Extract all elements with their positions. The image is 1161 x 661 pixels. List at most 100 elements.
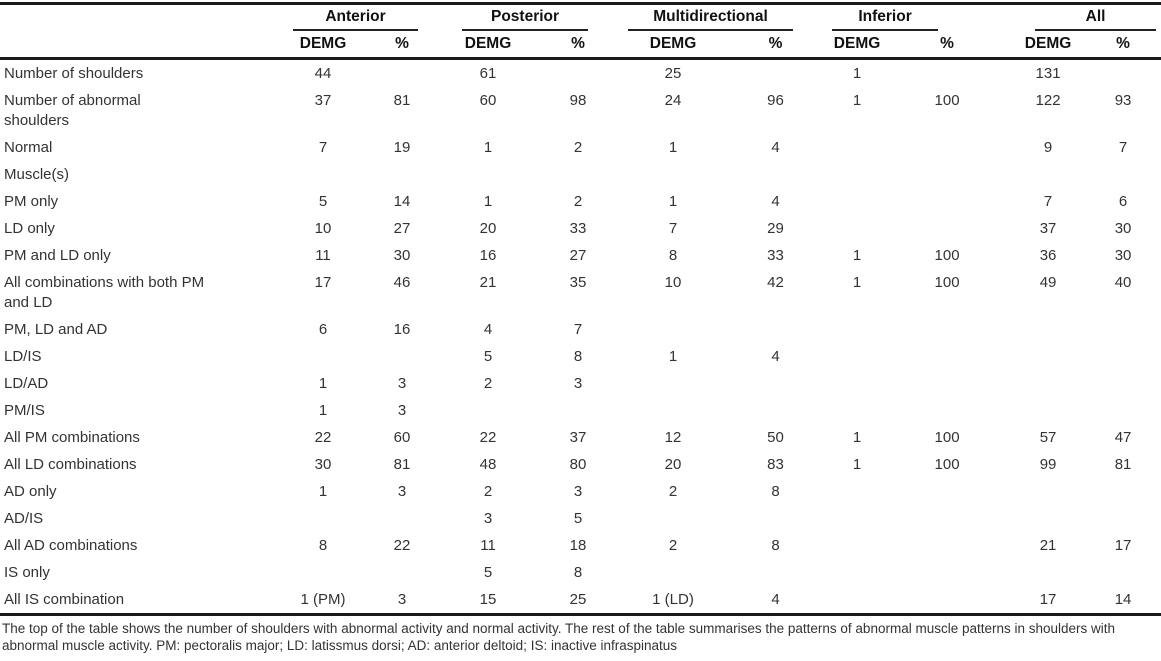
cell-value <box>530 397 626 424</box>
cell-value <box>530 59 626 88</box>
cell-value: 1 <box>852 456 862 473</box>
cell-value <box>883 215 1011 242</box>
cell-value: 49 <box>1039 274 1057 291</box>
cell-value <box>1085 505 1161 532</box>
cell-value: 27 <box>569 247 587 264</box>
col-header-inferior-demg: DEMG <box>831 31 884 60</box>
cell-value: 83 <box>767 456 784 473</box>
cell-value: 5 <box>483 348 493 365</box>
cell-value <box>1011 370 1085 397</box>
cell-value: 8 <box>573 564 583 581</box>
cell-value: 2 <box>668 537 678 554</box>
cell-value: 81 <box>393 456 411 473</box>
column-group-inferior: Inferior <box>832 5 939 31</box>
cell-value: 2 <box>573 193 583 210</box>
cell-value <box>1011 161 1085 188</box>
row-label: Normal <box>4 139 53 156</box>
cell-value: 1 <box>483 139 493 156</box>
cell-value <box>1011 316 1085 343</box>
cell-value: 1 (PM) <box>300 591 346 608</box>
cell-value: 14 <box>1114 591 1132 608</box>
cell-value: 100 <box>934 456 960 473</box>
cell-value: 11 <box>480 537 496 554</box>
row-label: Number of abnormal shoulders <box>4 92 141 129</box>
cell-value: 48 <box>479 456 497 473</box>
cell-value: 96 <box>767 92 784 109</box>
row-label: PM only <box>4 193 59 210</box>
row-label: All LD combinations <box>4 456 137 473</box>
table-row: PM and LD only 11 30 16 27 8 33 1 100 36 30 <box>0 242 1161 269</box>
cell-value <box>831 586 883 613</box>
table-row: All combinations with both PM and LD 17 46… <box>0 269 1161 316</box>
corner-cell <box>0 31 288 60</box>
cell-value <box>831 397 883 424</box>
cell-value: 22 <box>393 537 411 554</box>
cell-value: 21 <box>1039 537 1057 554</box>
cell-value: 1 <box>852 247 862 264</box>
cell-value: 4 <box>771 139 780 156</box>
cell-value <box>358 161 446 188</box>
cell-value: 17 <box>314 274 332 291</box>
cell-value: 21 <box>479 274 497 291</box>
group-header-row: Anterior Posterior Multidirectional Infe… <box>0 4 1161 31</box>
cell-value <box>1085 370 1161 397</box>
cell-value: 50 <box>767 429 784 446</box>
cell-value: 7 <box>318 139 328 156</box>
cell-value <box>831 161 883 188</box>
table-row: AD only 1 3 2 3 2 8 <box>0 478 1161 505</box>
cell-value <box>446 397 530 424</box>
cell-value <box>720 370 831 397</box>
cell-value: 25 <box>569 591 587 608</box>
cell-value: 6 <box>1118 193 1128 210</box>
table-body: Number of shoulders 44 61 25 1 131 Number of a… <box>0 59 1161 614</box>
cell-value <box>883 134 1011 161</box>
cell-value: 81 <box>1114 456 1132 473</box>
cell-value: 100 <box>934 92 960 109</box>
cell-value <box>831 316 883 343</box>
table-footnote: The top of the table shows the number of… <box>0 613 1161 654</box>
table-row: PM/IS 1 3 <box>0 397 1161 424</box>
cell-value: 20 <box>479 220 497 237</box>
cell-value: 1 <box>852 92 862 109</box>
cell-value: 1 <box>668 139 678 156</box>
cell-value: 11 <box>315 247 331 264</box>
cell-value <box>1011 559 1085 586</box>
cell-value: 29 <box>767 220 784 237</box>
col-header-inferior-pct: % <box>883 31 1012 60</box>
row-label: All AD combinations <box>4 537 138 554</box>
cell-value: 22 <box>479 429 497 446</box>
cell-value <box>720 316 831 343</box>
cell-value <box>1085 397 1161 424</box>
cell-value <box>288 343 358 370</box>
cell-value: 22 <box>314 429 332 446</box>
cell-value: 1 <box>318 402 328 419</box>
cell-value: 131 <box>1035 65 1061 82</box>
cell-value: 61 <box>479 65 497 82</box>
cell-value: 16 <box>479 247 497 264</box>
cell-value <box>1085 343 1161 370</box>
cell-value: 17 <box>1114 537 1132 554</box>
cell-value: 93 <box>1114 92 1132 109</box>
cell-value <box>831 559 883 586</box>
cell-value: 100 <box>934 247 960 264</box>
cell-value: 1 <box>668 193 678 210</box>
cell-value <box>831 532 883 559</box>
cell-value: 30 <box>1114 247 1132 264</box>
table-row: IS only 5 8 <box>0 559 1161 586</box>
cell-value: 33 <box>569 220 587 237</box>
cell-value: 30 <box>314 456 332 473</box>
cell-value <box>831 478 883 505</box>
cell-value <box>831 188 883 215</box>
cell-value <box>720 505 831 532</box>
column-group-anterior: Anterior <box>293 5 419 31</box>
cell-value <box>831 134 883 161</box>
cell-value <box>1085 559 1161 586</box>
col-header-anterior-pct: % <box>358 31 447 60</box>
cell-value: 8 <box>573 348 583 365</box>
cell-value <box>883 188 1011 215</box>
cell-value <box>720 161 831 188</box>
cell-value: 4 <box>771 591 780 608</box>
cell-value: 33 <box>767 247 784 264</box>
table-row: PM, LD and AD 6 16 4 7 <box>0 316 1161 343</box>
